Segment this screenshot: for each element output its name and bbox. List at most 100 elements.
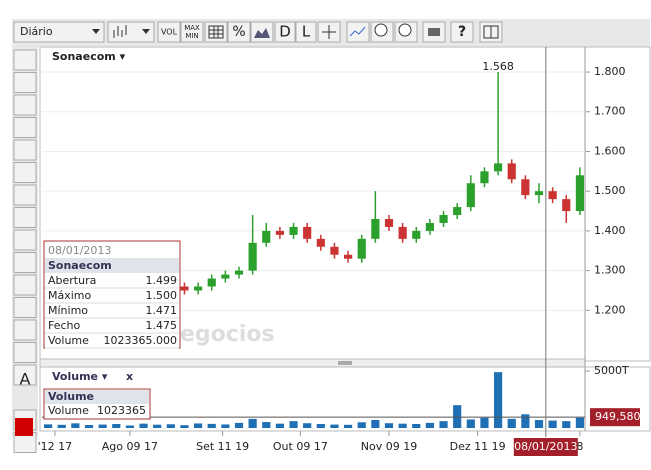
- candle-body: [494, 163, 503, 172]
- reference-tag: [590, 408, 640, 427]
- volume-close[interactable]: x: [126, 370, 133, 383]
- grid-icon: [208, 25, 224, 39]
- volume-bar: [112, 424, 121, 428]
- period-label: Diário: [20, 25, 53, 38]
- candle-body: [221, 274, 230, 279]
- volume-bar: [548, 420, 557, 428]
- pct-button[interactable]: [227, 21, 251, 43]
- side-tool-button[interactable]: [13, 72, 37, 93]
- candle-body: [453, 207, 462, 216]
- volume-box-title: Volume: [48, 390, 94, 403]
- zoom-icon: [374, 23, 388, 37]
- candle-body: [439, 215, 448, 223]
- candle-body: [289, 226, 298, 235]
- maxmin-button[interactable]: [180, 21, 204, 43]
- volume-bar: [494, 372, 503, 428]
- y-tick-label: 1.600: [594, 144, 626, 157]
- info-value: 1.475: [146, 319, 178, 332]
- x-tick-label: '12 17: [38, 440, 73, 453]
- side-tool-button[interactable]: [13, 139, 37, 161]
- volume-bar: [248, 418, 257, 428]
- splitter[interactable]: [39, 358, 586, 368]
- side-tool-button[interactable]: [13, 94, 37, 116]
- text-tool: A: [20, 370, 31, 389]
- side-tool-button[interactable]: [13, 274, 37, 296]
- side-tool-button[interactable]: [13, 162, 37, 183]
- volume-bar: [425, 422, 434, 428]
- side-tool-button[interactable]: [13, 319, 37, 341]
- area-button[interactable]: [250, 21, 274, 43]
- y-tick-label: 1.400: [594, 224, 626, 237]
- side-tool-button[interactable]: [13, 252, 37, 273]
- y-tick-label: 1.200: [594, 303, 626, 316]
- indicator-icon: [349, 26, 366, 37]
- min-label: MIN: [185, 32, 198, 40]
- candle-body: [207, 278, 216, 287]
- side-tool-button[interactable]: [13, 297, 37, 318]
- dropdown-arrow: [92, 29, 100, 34]
- dropdown-arrow: [142, 29, 150, 34]
- pct-label: %: [232, 24, 245, 40]
- side-tool-button[interactable]: [13, 229, 37, 251]
- candle-body: [548, 191, 557, 200]
- d-label: D: [279, 23, 291, 41]
- side-tool-button[interactable]: [13, 117, 37, 138]
- volume-bar: [221, 424, 230, 428]
- vol-button[interactable]: [157, 21, 181, 43]
- x-tick-label: Set 11 19: [196, 440, 249, 453]
- info-label: Máximo: [48, 289, 92, 302]
- candle-body: [330, 246, 339, 255]
- candle-body: [248, 242, 257, 271]
- side-tool-button[interactable]: [13, 342, 37, 363]
- volume-bar: [139, 423, 148, 428]
- volume-bar: [166, 424, 175, 428]
- volume-bar: [207, 423, 216, 428]
- x-tick-label: Out 09 17: [273, 440, 328, 453]
- l-label: L: [302, 23, 311, 41]
- info-rows: Abertura 1.499 Máximo 1.500 Mínimo 1.471 Fecho…: [45, 274, 179, 349]
- side-tool-button[interactable]: [13, 364, 37, 386]
- candle-body: [480, 171, 489, 184]
- period-select[interactable]: [13, 21, 105, 43]
- candle-body: [521, 179, 530, 196]
- side-tool-button[interactable]: [13, 49, 37, 71]
- splitter-grip: [338, 361, 352, 365]
- grid-button[interactable]: [204, 21, 228, 43]
- reference-label: 949,580: [595, 410, 641, 423]
- l-button[interactable]: [295, 21, 317, 43]
- volume-bar: [507, 418, 516, 428]
- volume-bar: [534, 420, 544, 428]
- info-label: Volume: [48, 334, 89, 347]
- candle-body: [275, 230, 284, 235]
- chart-type-button[interactable]: [107, 21, 155, 43]
- y-tick-label: 1.800: [594, 65, 626, 78]
- volume-bar: [357, 422, 366, 428]
- volume-bar: [330, 424, 339, 428]
- area-icon: [254, 28, 270, 38]
- volume-bar: [71, 423, 80, 428]
- volume-bar: [84, 425, 94, 428]
- volume-title: Volume ▾: [52, 370, 108, 383]
- candle-body: [303, 226, 312, 239]
- color-swatch: [15, 418, 33, 436]
- candle-body: [398, 226, 407, 239]
- side-tool-button[interactable]: [13, 207, 37, 228]
- help-button[interactable]: [450, 21, 474, 43]
- volume-bar: [384, 423, 394, 428]
- volume-bar: [439, 421, 448, 428]
- volume-bar: [453, 405, 462, 428]
- y-tick-label: 1.500: [594, 184, 626, 197]
- x-tick-label: Nov 09 19: [361, 440, 417, 453]
- volume-bar: [194, 423, 203, 428]
- volume-box-label: Volume: [48, 404, 89, 417]
- info-value: 1.500: [146, 289, 178, 302]
- d-button[interactable]: [274, 21, 296, 43]
- book-icon: [483, 25, 499, 39]
- indicator-button[interactable]: [346, 21, 370, 43]
- volume-bar: [303, 423, 312, 428]
- volume-bar: [562, 421, 571, 428]
- volume-bar: [44, 424, 53, 428]
- side-tool-button[interactable]: [13, 184, 37, 206]
- candle-body: [384, 218, 394, 227]
- candle-body: [412, 230, 421, 239]
